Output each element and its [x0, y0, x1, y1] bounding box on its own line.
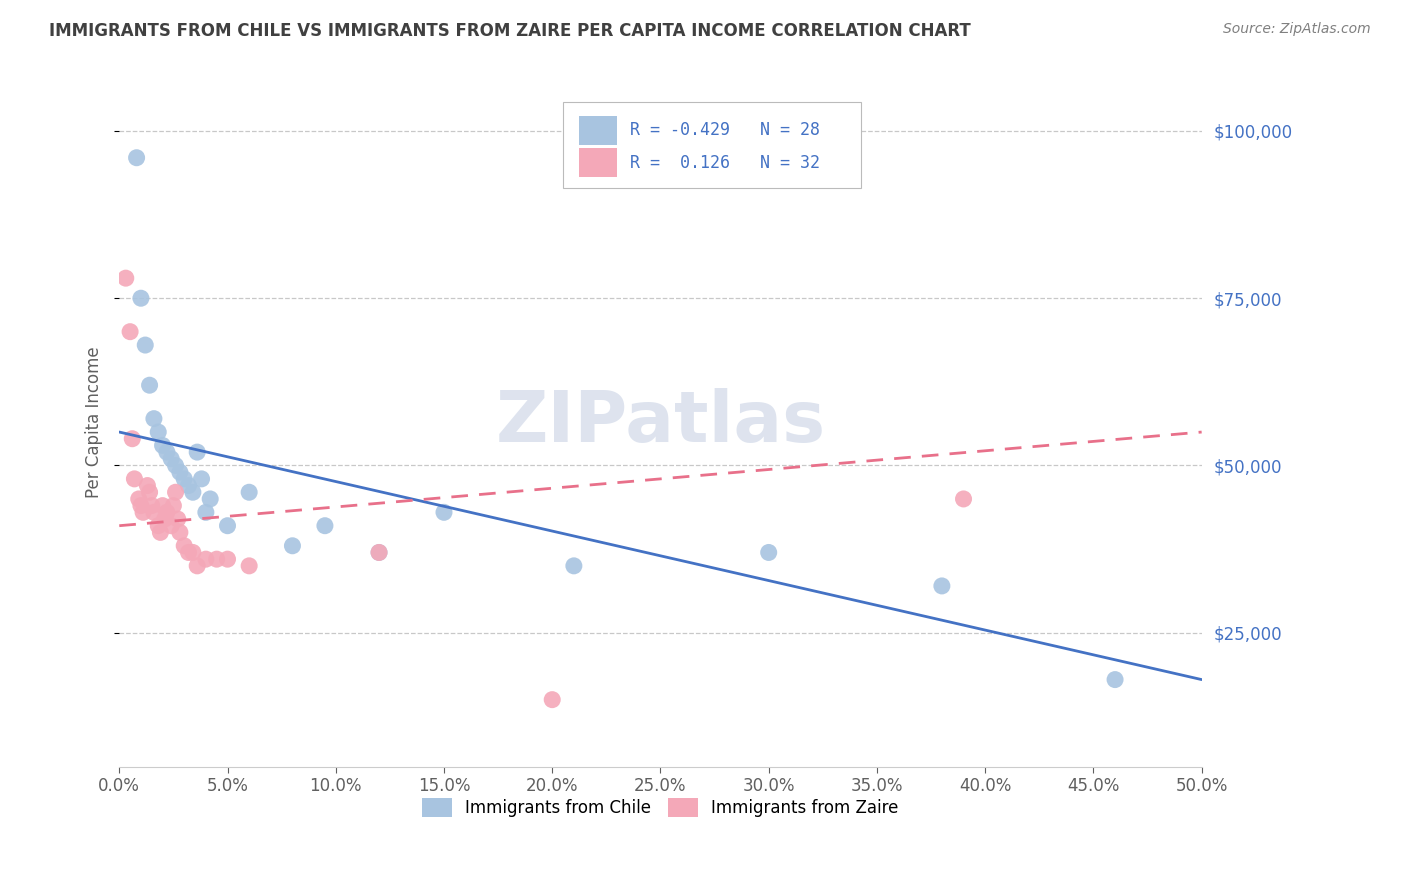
Point — [160, 518, 183, 533]
Point — [238, 485, 260, 500]
FancyBboxPatch shape — [579, 148, 617, 178]
Point — [198, 491, 221, 506]
Point — [125, 151, 148, 165]
Point — [758, 545, 780, 559]
Point — [194, 552, 217, 566]
Point — [541, 692, 564, 706]
Point — [114, 271, 136, 285]
Point — [138, 485, 160, 500]
Point — [931, 579, 953, 593]
Text: IMMIGRANTS FROM CHILE VS IMMIGRANTS FROM ZAIRE PER CAPITA INCOME CORRELATION CHA: IMMIGRANTS FROM CHILE VS IMMIGRANTS FROM… — [49, 22, 972, 40]
Point — [165, 485, 187, 500]
Point — [433, 505, 456, 519]
Point — [121, 432, 143, 446]
Point — [162, 499, 184, 513]
Point — [138, 378, 160, 392]
Point — [281, 539, 304, 553]
Point — [217, 518, 239, 533]
Point — [141, 499, 163, 513]
Point — [177, 545, 200, 559]
Point — [128, 491, 150, 506]
Point — [136, 478, 159, 492]
Point — [169, 525, 191, 540]
Point — [173, 472, 195, 486]
Point — [217, 552, 239, 566]
Point — [166, 512, 188, 526]
Point — [148, 425, 170, 439]
FancyBboxPatch shape — [579, 116, 617, 145]
Point — [165, 458, 187, 473]
Point — [1104, 673, 1126, 687]
Point — [186, 445, 208, 459]
Point — [238, 558, 260, 573]
Point — [120, 325, 142, 339]
Point — [169, 465, 191, 479]
Point — [181, 485, 204, 500]
Point — [190, 472, 212, 486]
Point — [129, 499, 152, 513]
Point — [177, 478, 200, 492]
Point — [129, 291, 152, 305]
Point — [181, 545, 204, 559]
Text: R =  0.126   N = 32: R = 0.126 N = 32 — [630, 153, 820, 172]
Text: Source: ZipAtlas.com: Source: ZipAtlas.com — [1223, 22, 1371, 37]
Point — [368, 545, 391, 559]
Text: R = -0.429   N = 28: R = -0.429 N = 28 — [630, 121, 820, 139]
Point — [134, 338, 156, 352]
Point — [124, 472, 146, 486]
Point — [173, 539, 195, 553]
Point — [562, 558, 585, 573]
Point — [160, 451, 183, 466]
Point — [368, 545, 391, 559]
Legend: Immigrants from Chile, Immigrants from Zaire: Immigrants from Chile, Immigrants from Z… — [415, 791, 905, 823]
Point — [142, 411, 165, 425]
Point — [132, 505, 155, 519]
Point — [142, 505, 165, 519]
Point — [152, 499, 174, 513]
Point — [149, 525, 172, 540]
Y-axis label: Per Capita Income: Per Capita Income — [86, 346, 103, 498]
Point — [205, 552, 228, 566]
Point — [153, 512, 176, 526]
Point — [952, 491, 974, 506]
Point — [314, 518, 336, 533]
Point — [156, 505, 179, 519]
Text: ZIPatlas: ZIPatlas — [495, 387, 825, 457]
Point — [156, 445, 179, 459]
Point — [148, 518, 170, 533]
Point — [186, 558, 208, 573]
Point — [152, 438, 174, 452]
FancyBboxPatch shape — [562, 102, 860, 187]
Point — [194, 505, 217, 519]
